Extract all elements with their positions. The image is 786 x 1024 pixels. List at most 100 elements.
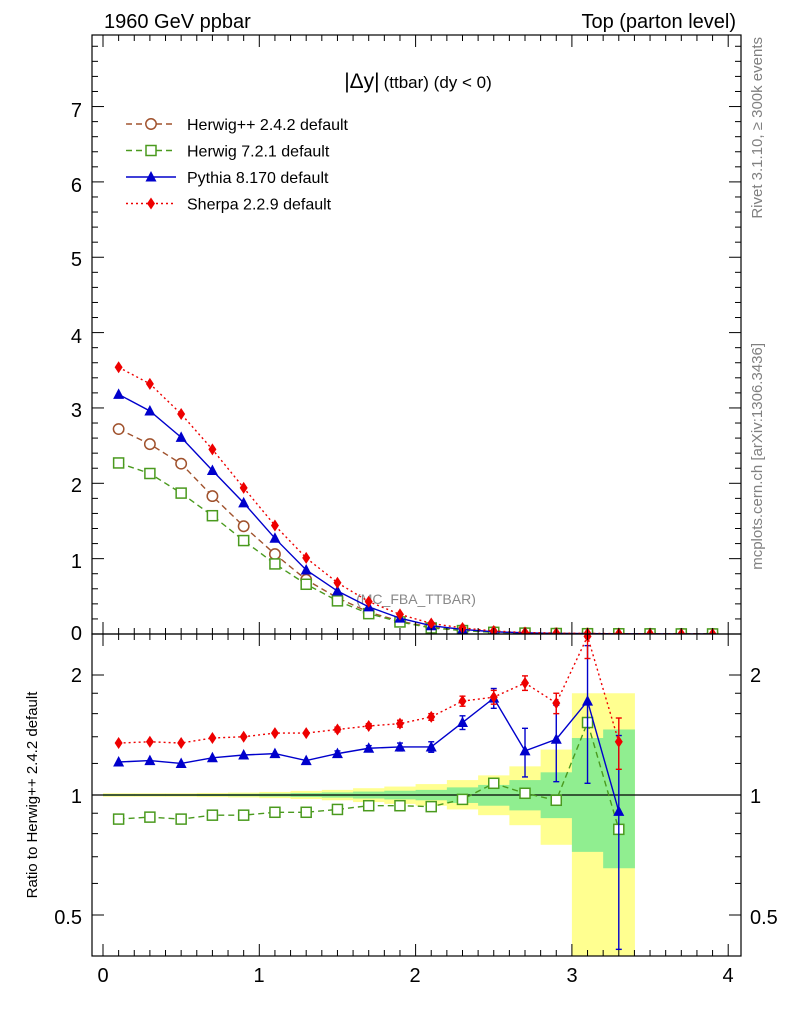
data-point — [175, 487, 187, 499]
xtick-label: 1 — [253, 965, 264, 987]
ratio-ytick-label-left: 2 — [71, 665, 82, 687]
ratio-point — [333, 723, 342, 736]
series-line — [118, 462, 713, 634]
data-point — [333, 576, 342, 589]
ratio-series-group — [112, 634, 625, 951]
plot-title-symbol: |Δy| — [344, 70, 379, 93]
legend-label: Sherpa 2.2.9 default — [187, 197, 332, 214]
plot-title-rest: (ttbar) (dy < 0) — [384, 73, 492, 92]
ratio-y-axis-label: Ratio to Herwig++ 2.4.2 default — [24, 691, 41, 899]
data-point — [458, 621, 467, 634]
ratio-point — [238, 748, 250, 760]
ratio-point — [489, 691, 498, 704]
mcplots-source-text: mcplots.cern.ch [arXiv:1306.3436] — [749, 343, 766, 570]
ratio-point — [331, 747, 343, 759]
ratio-point — [144, 811, 156, 823]
ratio-point — [552, 697, 561, 710]
ratio-point — [177, 737, 186, 750]
ratio-point — [394, 740, 406, 752]
data-point — [239, 481, 248, 494]
data-point — [427, 617, 436, 630]
ratio-point — [394, 799, 406, 812]
main-ytick-label: 1 — [71, 551, 82, 573]
legend-item: Herwig++ 2.4.2 default — [126, 117, 349, 134]
data-point — [238, 496, 250, 508]
ratio-point — [208, 731, 217, 744]
data-point — [331, 595, 344, 607]
legend-item: Pythia 8.170 default — [126, 170, 329, 187]
legend-marker — [145, 118, 157, 130]
data-point — [206, 490, 219, 503]
data-point — [269, 532, 281, 543]
ratio-point — [456, 716, 468, 728]
data-point — [145, 377, 154, 390]
ratio-point — [458, 695, 467, 708]
xtick-label: 2 — [409, 965, 420, 987]
ratio-point — [456, 793, 469, 806]
ratio-point — [302, 727, 311, 740]
ratio-ytick-label-right: 1 — [750, 786, 761, 808]
ratio-point — [395, 717, 404, 730]
ratio-point — [300, 754, 312, 766]
ratio-point — [362, 799, 375, 812]
main-ytick-label-zero: 0 — [71, 623, 82, 645]
ratio-point — [425, 800, 437, 813]
ratio-point — [300, 806, 312, 819]
data-point — [269, 558, 281, 570]
ratio-point — [550, 733, 562, 744]
ratio-point — [614, 735, 623, 748]
header-left-title: 1960 GeV ppbar — [104, 11, 251, 33]
data-point — [302, 551, 311, 564]
data-point — [237, 520, 250, 533]
ratio-point — [550, 794, 563, 807]
ratio-point — [206, 751, 218, 763]
ratio-point — [175, 813, 187, 825]
ratio-point — [519, 744, 531, 756]
ratio-point — [364, 719, 373, 732]
ratio-point — [237, 809, 250, 821]
data-point — [237, 534, 250, 547]
data-point — [112, 457, 125, 469]
data-point — [143, 438, 156, 451]
ratio-point — [521, 676, 530, 689]
ratio-point — [363, 742, 375, 753]
x-tick-labels: 0 1 2 3 4 — [97, 965, 733, 987]
main-ytick-label: 3 — [71, 400, 82, 422]
analysis-watermark: (MC_FBA_TTBAR) — [356, 591, 476, 607]
ratio-ytick-label-right: 0.5 — [750, 907, 778, 929]
main-ytick-label: 4 — [71, 326, 82, 348]
data-point — [268, 548, 281, 561]
data-point — [208, 443, 217, 456]
ratio-point — [488, 777, 500, 790]
legend: Herwig++ 2.4.2 default Herwig 7.2.1 defau… — [126, 117, 349, 214]
ratio-point — [175, 757, 187, 768]
ratio-point — [269, 747, 281, 759]
ratio-point — [269, 806, 281, 819]
data-point — [395, 608, 404, 621]
ratio-y-tick-labels: 2 1 0.5 2 1 0.5 — [54, 665, 778, 929]
data-point — [114, 361, 123, 374]
data-point — [144, 467, 156, 480]
data-point — [364, 595, 373, 608]
ratio-point — [270, 727, 279, 740]
legend-item: Sherpa 2.2.9 default — [126, 197, 332, 214]
xtick-label: 0 — [97, 965, 108, 987]
ratio-point — [113, 756, 125, 767]
ratio-point — [144, 754, 156, 766]
data-point — [206, 464, 218, 475]
series-1 — [112, 457, 719, 634]
main-ytick-label: 2 — [71, 475, 82, 497]
ratio-point — [582, 695, 594, 706]
legend-marker — [147, 197, 155, 210]
data-point — [300, 578, 312, 591]
plot-title: |Δy| (ttbar) (dy < 0) — [344, 70, 492, 93]
ratio-point — [519, 787, 531, 800]
main-ytick-label: 7 — [71, 100, 82, 122]
header-right-title: Top (parton level) — [581, 11, 736, 33]
data-point — [300, 563, 312, 575]
ratio-point — [613, 805, 625, 816]
ratio-point — [331, 803, 344, 816]
data-point — [144, 404, 156, 416]
ratio-ytick-label-right: 2 — [750, 665, 761, 687]
